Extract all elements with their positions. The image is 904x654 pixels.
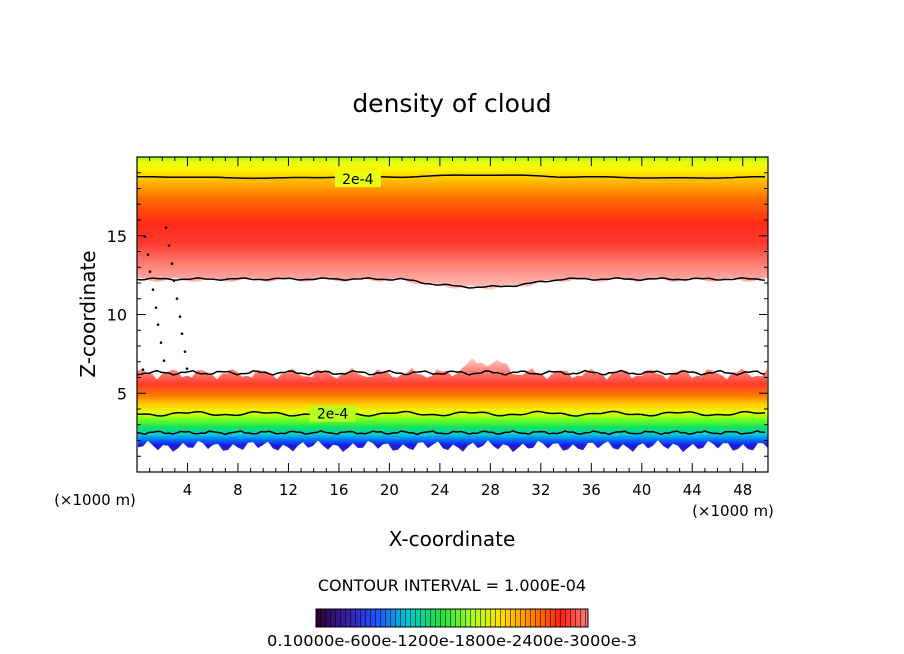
x-unit-right: (×1000 m) bbox=[692, 502, 774, 520]
contour-line-upper bbox=[137, 174, 765, 180]
contour-speck bbox=[164, 226, 168, 229]
lower-cloud-layer bbox=[137, 357, 768, 453]
contour-speck bbox=[170, 262, 174, 265]
contour-line-lower-edge bbox=[137, 369, 766, 376]
contour-label-bg bbox=[309, 405, 356, 422]
colorbar-stripes bbox=[316, 609, 588, 627]
contour-speck bbox=[180, 332, 184, 335]
x-tick-label: 16 bbox=[329, 481, 348, 499]
x-tick-label: 48 bbox=[733, 481, 752, 499]
contour-speck bbox=[146, 253, 150, 256]
y-tick-label: 5 bbox=[117, 384, 127, 403]
x-tick-label: 4 bbox=[183, 481, 193, 499]
contour-speck bbox=[159, 341, 163, 344]
contour-line-lower bbox=[137, 410, 766, 417]
contour-speck bbox=[172, 279, 176, 282]
contour-speck bbox=[175, 297, 179, 300]
x-axis-title: X-coordinate bbox=[389, 527, 516, 551]
contour-speck bbox=[178, 315, 182, 318]
contour-label: 2e-4 bbox=[317, 407, 349, 423]
contour-label: 2e-4 bbox=[342, 172, 374, 188]
x-unit-left: (×1000 m) bbox=[54, 491, 136, 509]
contour-speck bbox=[183, 350, 187, 353]
contour-speck bbox=[185, 367, 189, 370]
x-tick-label: 20 bbox=[380, 481, 399, 499]
contour-label-bg bbox=[334, 171, 381, 188]
contour-speck bbox=[162, 359, 166, 362]
x-tick-label: 12 bbox=[279, 481, 298, 499]
x-tick-label: 36 bbox=[582, 481, 601, 499]
x-tick-label: 8 bbox=[233, 481, 243, 499]
y-tick-label: 10 bbox=[107, 306, 127, 325]
upper-cloud-layer bbox=[137, 157, 768, 290]
colorbar-labels: 0.10000e-600e-1200e-1800e-2400e-3000e-3 bbox=[267, 632, 637, 650]
contour-speck bbox=[141, 368, 145, 371]
colorbar-frame bbox=[315, 608, 589, 628]
plot-area bbox=[137, 157, 768, 453]
contour-labels: 2e-4 2e-4 bbox=[309, 171, 381, 423]
contour-speck bbox=[154, 306, 158, 309]
contour-interval-text: CONTOUR INTERVAL = 1.000E-04 bbox=[318, 576, 586, 595]
y-tick-label: 15 bbox=[107, 227, 127, 246]
y-axis-title: Z-coordinate bbox=[76, 250, 100, 377]
x-tick-label: 40 bbox=[632, 481, 651, 499]
contour-speck bbox=[148, 270, 152, 273]
x-tick-label: 28 bbox=[481, 481, 500, 499]
contour-speck bbox=[151, 288, 155, 291]
x-tick-label: 44 bbox=[683, 481, 702, 499]
chart-title: density of cloud bbox=[352, 89, 551, 118]
contour-line-upper-edge bbox=[137, 277, 766, 289]
contour-speck bbox=[167, 244, 171, 247]
contour-speck bbox=[156, 323, 160, 326]
contour-line-lower-2 bbox=[137, 429, 765, 436]
x-tick-label: 32 bbox=[531, 481, 550, 499]
x-tick-label: 24 bbox=[430, 481, 449, 499]
